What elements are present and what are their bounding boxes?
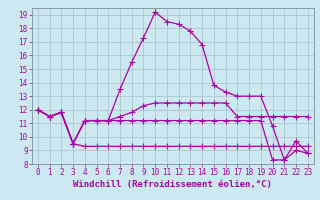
X-axis label: Windchill (Refroidissement éolien,°C): Windchill (Refroidissement éolien,°C)	[73, 180, 272, 189]
